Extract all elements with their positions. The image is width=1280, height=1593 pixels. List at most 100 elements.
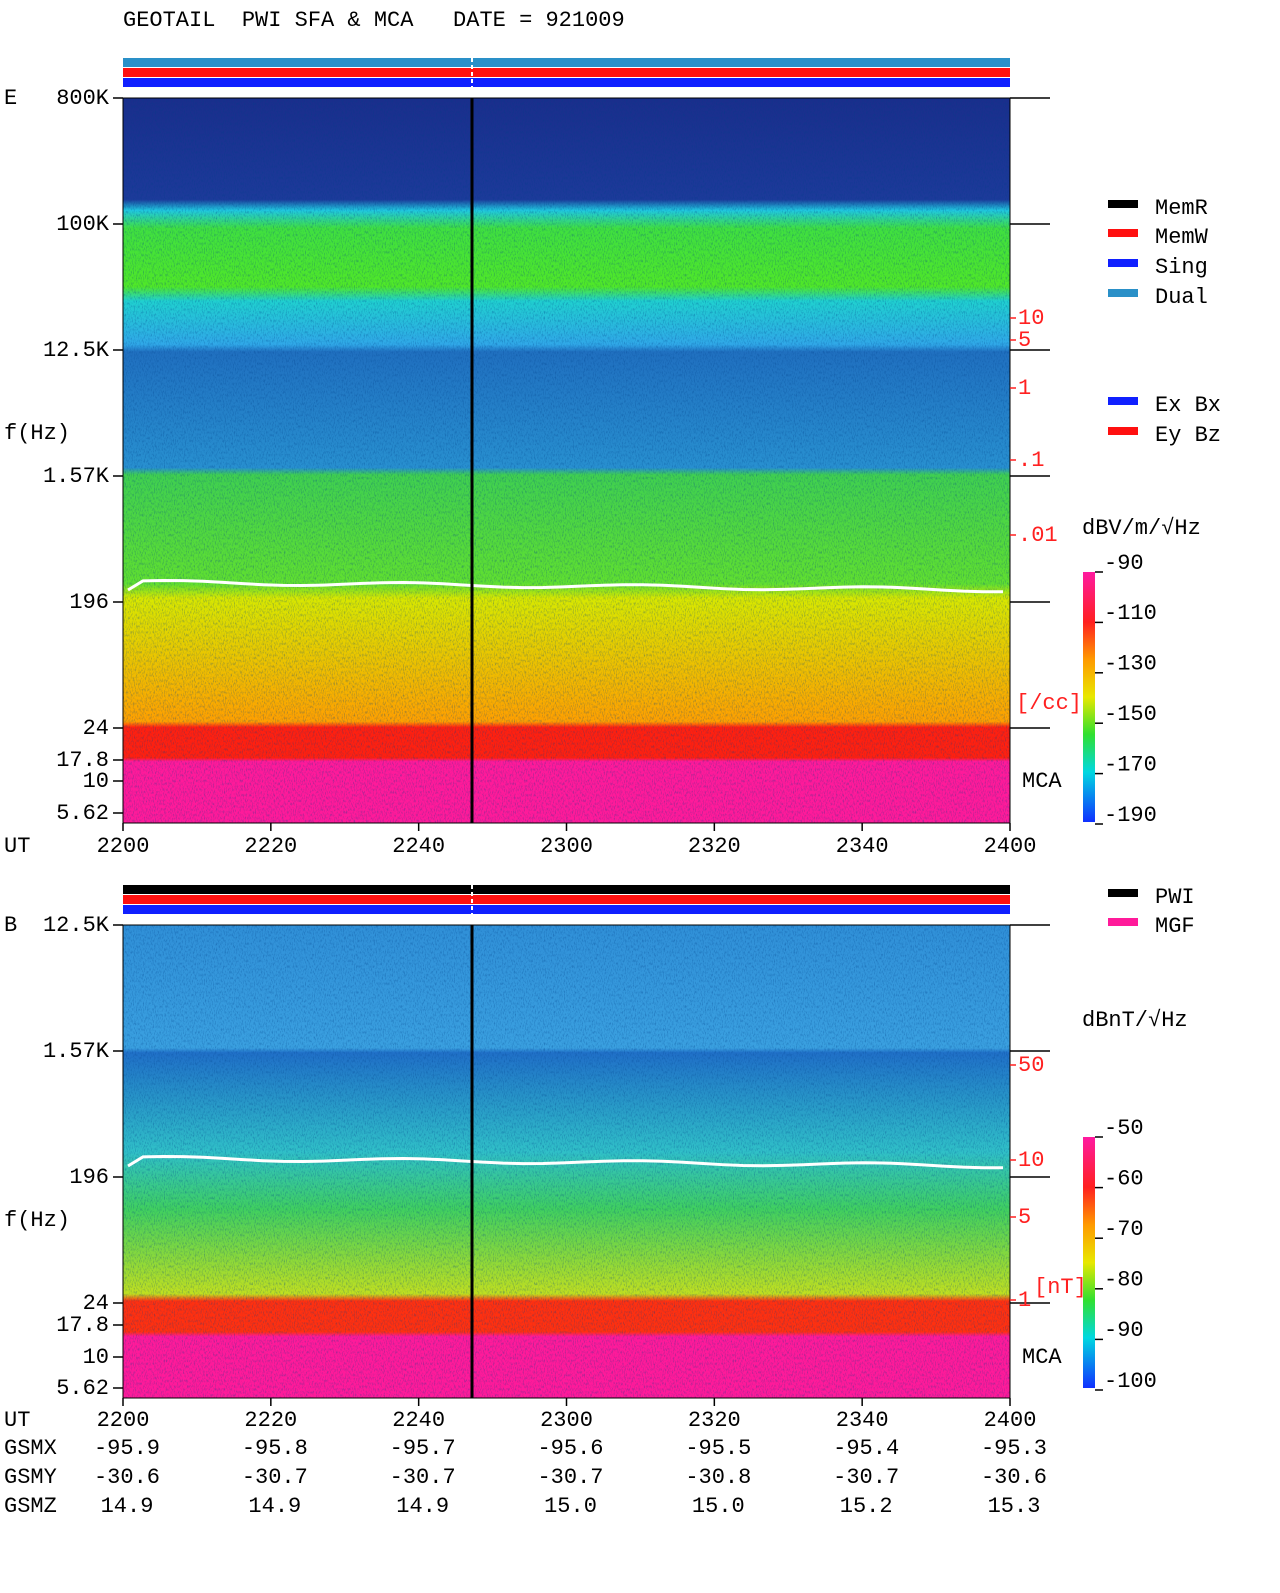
orbit-value: -95.7 xyxy=(390,1436,456,1461)
colorbar-tick-label: -80 xyxy=(1104,1268,1144,1293)
y-tick-label: 1.57K xyxy=(43,464,110,489)
legend-label: MGF xyxy=(1155,914,1195,939)
plasma-line xyxy=(127,1154,1004,1170)
mca-label: MCA xyxy=(1022,1345,1062,1370)
orbit-value: -30.7 xyxy=(537,1465,603,1490)
panel-label: E xyxy=(4,86,17,111)
right-tick-label: .1 xyxy=(1018,448,1044,473)
y-axis-label: f(Hz) xyxy=(4,421,70,446)
x-tick-label: 2200 xyxy=(97,1408,150,1433)
colorbar-tick-label: -70 xyxy=(1104,1217,1144,1242)
orbit-row-name: GSMZ xyxy=(4,1494,57,1519)
orbit-value: -95.8 xyxy=(242,1436,308,1461)
orbit-value: -30.6 xyxy=(981,1465,1047,1490)
colorbar xyxy=(1083,572,1095,822)
x-tick-label: 2340 xyxy=(836,834,889,859)
colorbar-tick-label: -150 xyxy=(1104,702,1157,727)
mode-bar xyxy=(123,885,1010,894)
right-tick-label: 10 xyxy=(1018,306,1044,331)
orbit-value: -30.6 xyxy=(94,1465,160,1490)
orbit-value: -30.8 xyxy=(685,1465,751,1490)
y-tick-label: 24 xyxy=(83,1291,109,1316)
right-tick-label: .01 xyxy=(1018,523,1058,548)
mode-bar xyxy=(123,895,1010,904)
colorbar xyxy=(1083,1137,1095,1388)
x-axis-label: UT xyxy=(4,834,30,859)
y-axis-label: f(Hz) xyxy=(4,1208,70,1233)
orbit-value: -30.7 xyxy=(390,1465,456,1490)
y-tick-label: 24 xyxy=(83,716,109,741)
y-tick-label: 17.8 xyxy=(56,1313,109,1338)
legend-swatch xyxy=(1108,889,1138,897)
y-tick-label: 800K xyxy=(56,86,110,111)
legend-swatch xyxy=(1108,918,1138,926)
orbit-row-name: GSMX xyxy=(4,1436,57,1461)
orbit-value: -95.4 xyxy=(833,1436,899,1461)
right-unit: [/cc] xyxy=(1016,691,1082,716)
right-tick-label: 1 xyxy=(1018,376,1031,401)
colorbar-tick-label: -190 xyxy=(1104,803,1157,828)
y-tick-label: 12.5K xyxy=(43,913,110,938)
x-tick-label: 2320 xyxy=(688,1408,741,1433)
colorbar-tick-label: -90 xyxy=(1104,551,1144,576)
legend-label: Ey Bz xyxy=(1155,423,1221,448)
colorbar-tick-label: -100 xyxy=(1104,1369,1157,1394)
legend-swatch xyxy=(1108,200,1138,208)
colorbar-tick-label: -90 xyxy=(1104,1318,1144,1343)
y-tick-label: 1.57K xyxy=(43,1039,110,1064)
panel-label: B xyxy=(4,913,17,938)
y-tick-label: 100K xyxy=(56,212,110,237)
orbit-value: 14.9 xyxy=(396,1494,449,1519)
legend-swatch xyxy=(1108,259,1138,267)
legend-swatch xyxy=(1108,397,1138,405)
x-tick-label: 2240 xyxy=(392,1408,445,1433)
mode-bar xyxy=(123,58,1010,67)
colorbar-tick-label: -50 xyxy=(1104,1116,1144,1141)
y-tick-label: 10 xyxy=(83,1345,109,1370)
orbit-value: 15.3 xyxy=(988,1494,1041,1519)
legend-swatch xyxy=(1108,229,1138,237)
colorbar-tick-label: -60 xyxy=(1104,1166,1144,1191)
right-tick-label: 5 xyxy=(1018,1205,1031,1230)
colorbar-tick-label: -170 xyxy=(1104,752,1157,777)
x-tick-label: 2220 xyxy=(244,834,297,859)
y-tick-label: 12.5K xyxy=(43,338,110,363)
title: GEOTAIL PWI SFA & MCA DATE = 921009 xyxy=(123,8,625,33)
right-tick-label: 50 xyxy=(1018,1053,1044,1078)
x-tick-label: 2400 xyxy=(984,834,1037,859)
colorbar-tick-label: -110 xyxy=(1104,601,1157,626)
mca-label: MCA xyxy=(1022,769,1062,794)
orbit-value: 14.9 xyxy=(248,1494,301,1519)
colorbar-tick-label: -130 xyxy=(1104,652,1157,677)
x-tick-label: 2240 xyxy=(392,834,445,859)
legend-label: MemR xyxy=(1155,196,1208,221)
mode-bar xyxy=(123,78,1010,87)
x-tick-label: 2300 xyxy=(540,1408,593,1433)
orbit-value: -95.3 xyxy=(981,1436,1047,1461)
colorbar-unit: dBV/m/√Hz xyxy=(1082,516,1201,541)
legend-label: Ex Bx xyxy=(1155,393,1221,418)
x-tick-label: 2200 xyxy=(97,834,150,859)
orbit-value: -95.6 xyxy=(537,1436,603,1461)
legend-label: PWI xyxy=(1155,885,1195,910)
y-tick-label: 10 xyxy=(83,769,109,794)
orbit-value: 15.2 xyxy=(840,1494,893,1519)
orbit-row-name: GSMY xyxy=(4,1465,57,1490)
y-tick-label: 196 xyxy=(69,590,109,615)
x-tick-label: 2320 xyxy=(688,834,741,859)
x-tick-label: 2340 xyxy=(836,1408,889,1433)
orbit-value: 15.0 xyxy=(544,1494,597,1519)
orbit-value: 15.0 xyxy=(692,1494,745,1519)
right-unit: [nT] xyxy=(1034,1275,1087,1300)
orbit-value: -30.7 xyxy=(833,1465,899,1490)
x-tick-label: 2400 xyxy=(984,1408,1037,1433)
orbit-value: -30.7 xyxy=(242,1465,308,1490)
orbit-value: -95.5 xyxy=(685,1436,751,1461)
right-tick-label: 5 xyxy=(1018,328,1031,353)
legend-swatch xyxy=(1108,427,1138,435)
y-tick-label: 17.8 xyxy=(56,748,109,773)
right-tick-label: 10 xyxy=(1018,1148,1044,1173)
x-tick-label: 2220 xyxy=(244,1408,297,1433)
x-axis-label: UT xyxy=(4,1408,30,1433)
